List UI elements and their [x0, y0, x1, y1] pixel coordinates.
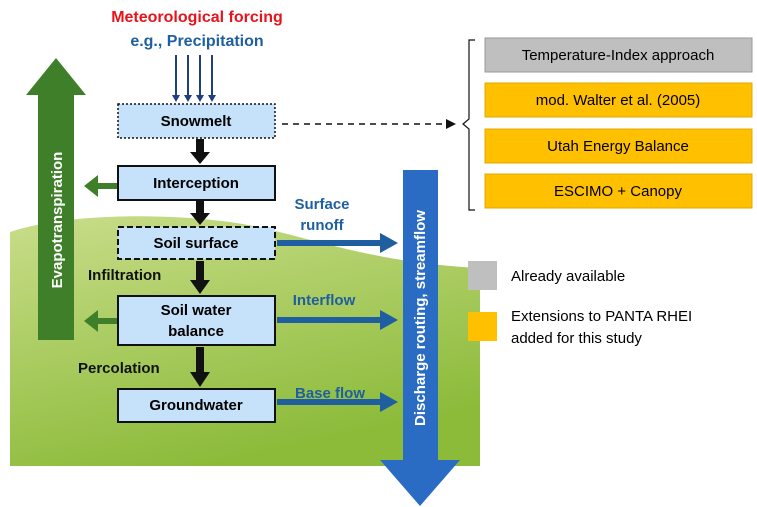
precipitation-arrows [175, 55, 213, 96]
node-label: Soil water [161, 302, 232, 319]
node-box [117, 226, 276, 260]
process-label: Percolation [78, 360, 160, 377]
flow-label: Surface [294, 196, 349, 213]
node-box [117, 165, 276, 201]
et-arrow [84, 175, 118, 197]
option-label: ESCIMO + Canopy [554, 183, 682, 200]
forcing-subtitle: e.g., Precipitation [130, 33, 263, 50]
flow-arrows [277, 233, 398, 412]
node-label: balance [168, 323, 224, 340]
option-label: mod. Walter et al. (2005) [536, 92, 701, 109]
option-label: Utah Energy Balance [547, 138, 689, 155]
node-box [117, 388, 276, 423]
node-label: Groundwater [149, 397, 243, 414]
vertical-arrows [190, 139, 210, 387]
option-box [484, 173, 753, 209]
process-label: Infiltration [88, 267, 161, 284]
legend-swatch [468, 261, 497, 290]
legend-swatch [468, 312, 497, 341]
node-label: Interception [153, 175, 239, 192]
node-box [117, 295, 276, 346]
forcing-title: Meteorological forcing [111, 9, 283, 26]
et-arrow [84, 310, 118, 332]
flow-label: Base flow [295, 385, 365, 402]
node-label: Soil surface [153, 235, 238, 252]
option-box [484, 82, 753, 118]
node-label: Snowmelt [161, 113, 232, 130]
precipitation-arrowheads [172, 95, 216, 102]
discharge-label: Discharge routing, streamflow [412, 210, 429, 426]
evapotranspiration-label: Evapotranspiration [49, 152, 66, 289]
option-box [484, 37, 753, 73]
legend-label: added for this study [511, 330, 642, 347]
legend-label: Extensions to PANTA RHEI [511, 308, 692, 325]
option-box [484, 128, 753, 164]
dashed-arrowhead [446, 119, 456, 129]
node-box [117, 103, 276, 139]
legend-label: Already available [511, 268, 625, 285]
evapotranspiration-arrow [26, 58, 86, 340]
flow-label: runoff [300, 217, 344, 234]
bracket [462, 39, 475, 211]
discharge-arrow [380, 170, 460, 506]
flow-label: Interflow [293, 292, 356, 309]
option-label: Temperature-Index approach [522, 47, 715, 64]
